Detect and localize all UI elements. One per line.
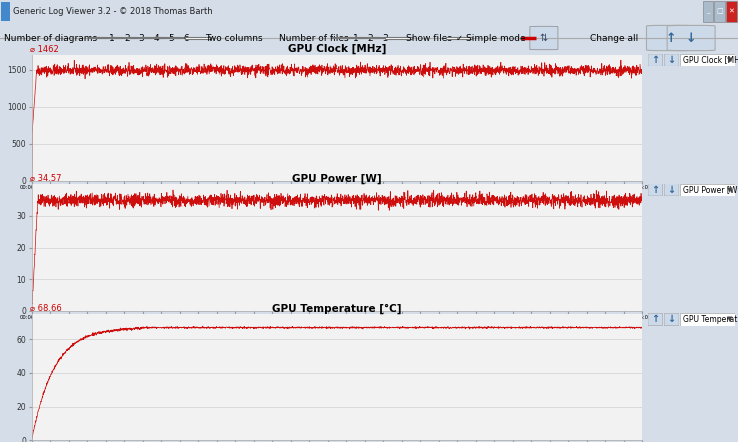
Text: Generic Log Viewer 3.2 - © 2018 Thomas Barth: Generic Log Viewer 3.2 - © 2018 Thomas B… [13,7,213,16]
Text: 3: 3 [139,34,145,42]
FancyBboxPatch shape [680,313,735,326]
Text: ↓: ↓ [667,314,676,324]
Text: ↑: ↑ [651,185,660,195]
Text: Change all: Change all [590,34,638,42]
Text: ⇅: ⇅ [539,33,548,43]
Text: 5: 5 [168,34,174,42]
FancyBboxPatch shape [714,1,725,22]
FancyBboxPatch shape [703,1,713,22]
Title: GPU Clock [MHz]: GPU Clock [MHz] [288,44,386,54]
FancyBboxPatch shape [1,2,10,21]
Title: GPU Temperature [°C]: GPU Temperature [°C] [272,303,401,314]
Text: 6: 6 [183,34,189,42]
Text: GPU Temperature [°C]: GPU Temperature [°C] [683,315,738,324]
FancyBboxPatch shape [648,313,663,326]
FancyBboxPatch shape [726,1,737,22]
FancyBboxPatch shape [667,25,715,51]
Text: 4: 4 [154,34,159,42]
Text: ▼: ▼ [727,187,732,193]
Text: ↓: ↓ [667,55,676,65]
Text: ↑: ↑ [651,314,660,324]
FancyBboxPatch shape [680,54,735,66]
Text: 2: 2 [368,34,373,42]
Text: 3: 3 [382,34,388,42]
Text: Number of diagrams: Number of diagrams [4,34,97,42]
Text: GPU Clock [MHz]: GPU Clock [MHz] [683,56,738,65]
Text: 2: 2 [124,34,130,42]
Text: 1: 1 [109,34,115,42]
Text: Number of files: Number of files [279,34,348,42]
Text: Two columns: Two columns [205,34,263,42]
Text: Show files: Show files [406,34,452,42]
Title: GPU Power [W]: GPU Power [W] [292,174,382,184]
Text: ↓: ↓ [686,31,697,45]
Text: _: _ [706,8,709,15]
Text: ▼: ▼ [727,316,732,322]
Text: ✓: ✓ [455,34,463,42]
Text: □: □ [717,8,723,15]
FancyBboxPatch shape [646,25,694,51]
Text: ▼: ▼ [727,57,732,63]
FancyBboxPatch shape [664,54,679,66]
FancyBboxPatch shape [664,313,679,326]
Text: ⌀ 34.57: ⌀ 34.57 [30,174,61,183]
Text: ✕: ✕ [728,8,734,15]
Text: GPU Power [W]: GPU Power [W] [683,185,738,194]
FancyBboxPatch shape [664,183,679,196]
FancyBboxPatch shape [648,54,663,66]
Text: ↓: ↓ [667,185,676,195]
FancyBboxPatch shape [680,183,735,196]
Text: 1: 1 [353,34,359,42]
Text: ⌀ 68.66: ⌀ 68.66 [30,304,62,313]
Text: ⌀ 1462: ⌀ 1462 [30,45,58,53]
Text: Simple mode: Simple mode [466,34,526,42]
FancyBboxPatch shape [530,26,558,50]
Text: ↑: ↑ [665,31,676,45]
FancyBboxPatch shape [648,183,663,196]
Text: ↑: ↑ [651,55,660,65]
